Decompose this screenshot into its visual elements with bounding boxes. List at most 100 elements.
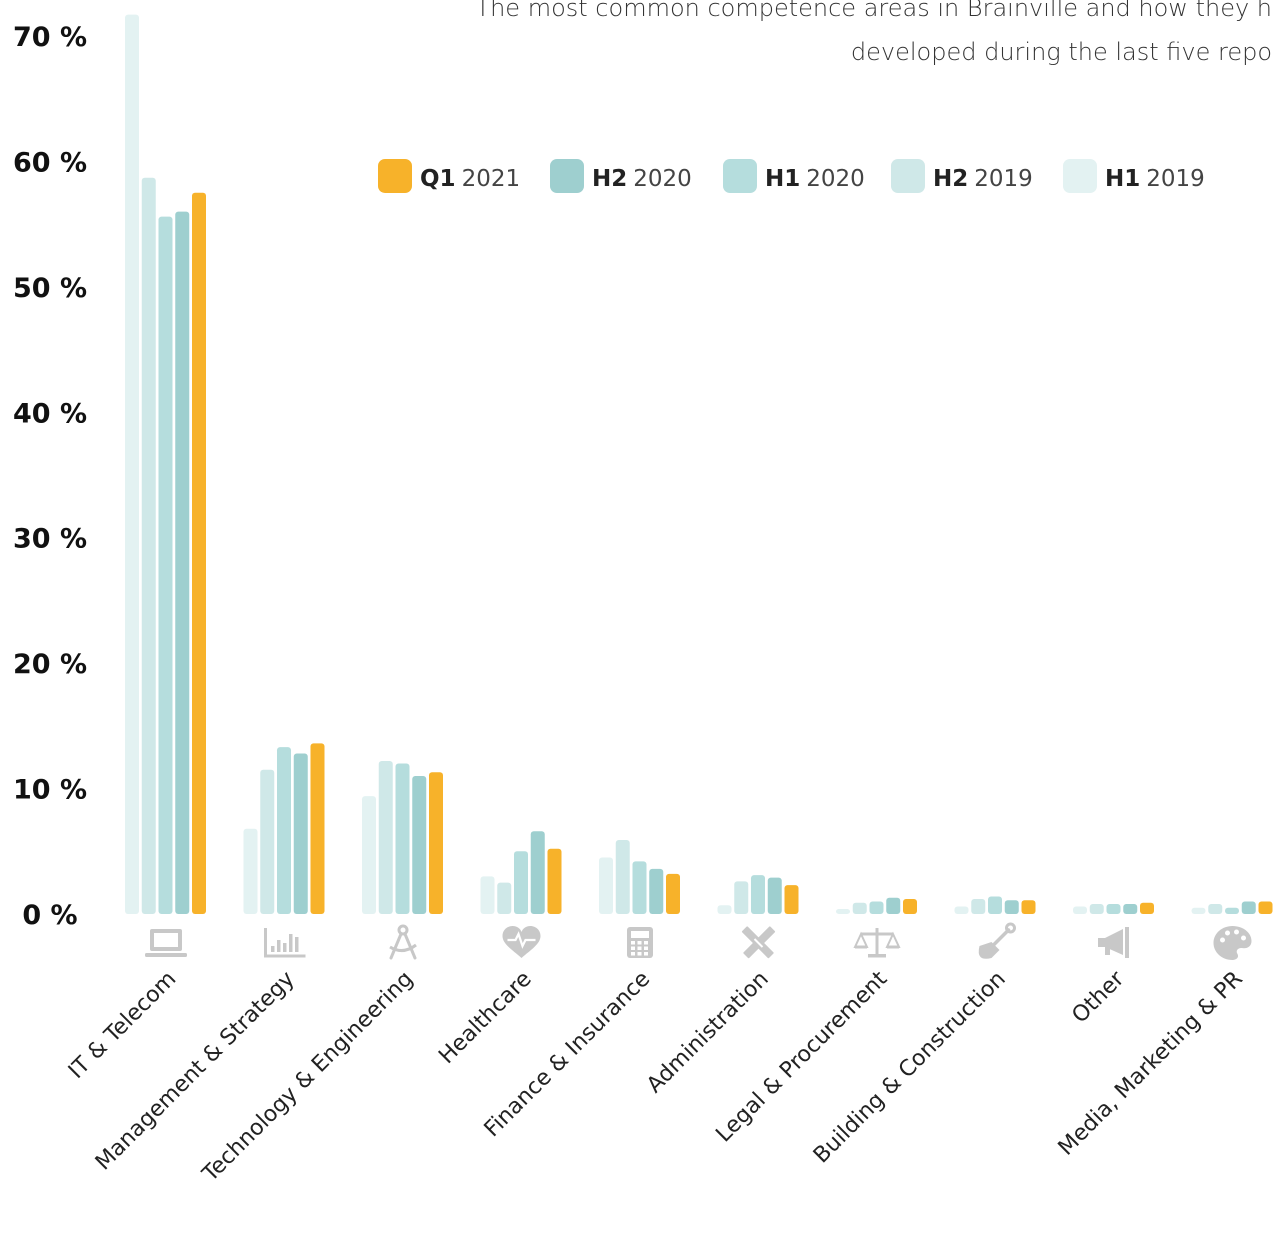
bar xyxy=(734,881,749,914)
bar xyxy=(1225,907,1239,914)
bar xyxy=(886,897,901,914)
legend-swatch xyxy=(378,159,412,193)
legend-swatch xyxy=(891,159,925,193)
bar xyxy=(1106,903,1121,914)
laptop-icon xyxy=(145,929,187,957)
y-axis: 0 % 10 % 20 % 30 % 40 % 50 % 60 % 70 % xyxy=(13,22,87,931)
bar xyxy=(125,14,139,915)
balance-scale-icon xyxy=(853,928,901,958)
y-tick-label: 60 % xyxy=(13,147,87,178)
y-tick-label: 50 % xyxy=(13,273,87,304)
bar xyxy=(717,905,732,914)
bar xyxy=(158,216,173,915)
legend-period: H2 xyxy=(592,166,627,192)
legend-label: H1 2020 xyxy=(765,166,865,192)
bar-group-building-construction xyxy=(954,896,1036,914)
legend-item-h1-2020: H1 2020 xyxy=(723,159,865,193)
bar xyxy=(412,776,427,914)
bar xyxy=(971,898,986,914)
bar xyxy=(1191,907,1206,914)
bar xyxy=(988,896,1002,914)
bar xyxy=(530,831,545,914)
legend-label: Q1 2021 xyxy=(420,166,520,192)
bar xyxy=(767,877,782,914)
calculator-icon xyxy=(627,927,653,958)
bar xyxy=(1208,903,1223,914)
bar-group-healthcare xyxy=(480,831,562,914)
subtitle-line-2: developed during the last five repo xyxy=(851,38,1272,66)
bar-group-finance-insurance xyxy=(599,839,680,914)
legend-swatch xyxy=(723,159,757,193)
x-tick-label-healthcare: Healthcare xyxy=(434,967,536,1069)
legend-period: H1 xyxy=(765,166,800,192)
bar xyxy=(395,763,410,914)
y-tick-label: 10 % xyxy=(13,775,87,806)
bar xyxy=(260,769,275,914)
shovel-icon xyxy=(978,922,1016,959)
bar xyxy=(362,796,376,914)
legend-year: 2020 xyxy=(633,166,692,192)
x-tick-label-building-construction: Building & Construction xyxy=(809,967,1011,1169)
legend-year: 2019 xyxy=(1146,166,1205,192)
y-tick-label: 20 % xyxy=(13,649,87,680)
legend-year: 2021 xyxy=(462,166,521,192)
x-tick-label-other: Other xyxy=(1067,966,1130,1029)
bar xyxy=(836,908,850,914)
x-tick-label-it-telecom: IT & Telecom xyxy=(64,967,181,1084)
category-icons xyxy=(145,922,1252,960)
bar xyxy=(954,906,969,914)
bar xyxy=(141,177,156,915)
bar xyxy=(1021,900,1036,914)
legend-swatch xyxy=(1063,159,1097,193)
bar xyxy=(429,772,443,914)
legend-label: H1 2019 xyxy=(1105,166,1205,192)
bar-group-legal-procurement xyxy=(836,897,917,914)
bars xyxy=(125,14,1273,915)
x-tick-label-technology-engineering: Technology & Engineering xyxy=(197,967,418,1188)
bar xyxy=(547,848,562,914)
y-tick-label: 40 % xyxy=(13,398,87,429)
legend-label: H2 2020 xyxy=(592,166,692,192)
bar xyxy=(277,747,291,914)
bar xyxy=(1123,903,1138,914)
bar xyxy=(497,882,512,914)
legend-period: Q1 xyxy=(420,166,456,192)
bar xyxy=(852,902,867,914)
bar-group-it-telecom xyxy=(125,14,206,915)
bar xyxy=(632,861,647,914)
bar xyxy=(649,868,664,914)
bar xyxy=(615,839,630,914)
bar xyxy=(1241,901,1256,914)
y-tick-label: 70 % xyxy=(13,22,87,53)
legend-year: 2019 xyxy=(974,166,1033,192)
bar xyxy=(514,851,528,914)
palette-icon xyxy=(1213,926,1252,960)
bar xyxy=(1089,903,1104,914)
bar-group-other xyxy=(1073,902,1154,914)
bar xyxy=(175,211,190,915)
bar xyxy=(869,901,884,914)
legend-item-h2-2019: H2 2019 xyxy=(891,159,1033,193)
bar xyxy=(1073,906,1087,914)
bar xyxy=(666,873,680,914)
legend-period: H1 xyxy=(1105,166,1140,192)
bar xyxy=(599,857,613,914)
compass-icon xyxy=(389,924,417,960)
legend-swatch xyxy=(550,159,584,193)
bar xyxy=(1140,902,1154,914)
bar-group-management-strategy xyxy=(243,743,325,914)
legend-period: H2 xyxy=(933,166,968,192)
legend-item-h2-2020: H2 2020 xyxy=(550,159,692,193)
bar xyxy=(480,876,495,914)
y-tick-label: 30 % xyxy=(13,524,87,555)
legend-year: 2020 xyxy=(806,166,865,192)
bar xyxy=(1004,900,1019,914)
subtitle-line-1: The most common competence areas in Brai… xyxy=(475,0,1272,22)
legend: Q1 2021 H2 2020 H1 2020 H2 2019 H1 2019 xyxy=(378,159,1205,193)
bar xyxy=(243,828,258,914)
x-tick-label-administration: Administration xyxy=(642,967,774,1099)
bar xyxy=(784,885,799,914)
bar xyxy=(378,760,393,914)
